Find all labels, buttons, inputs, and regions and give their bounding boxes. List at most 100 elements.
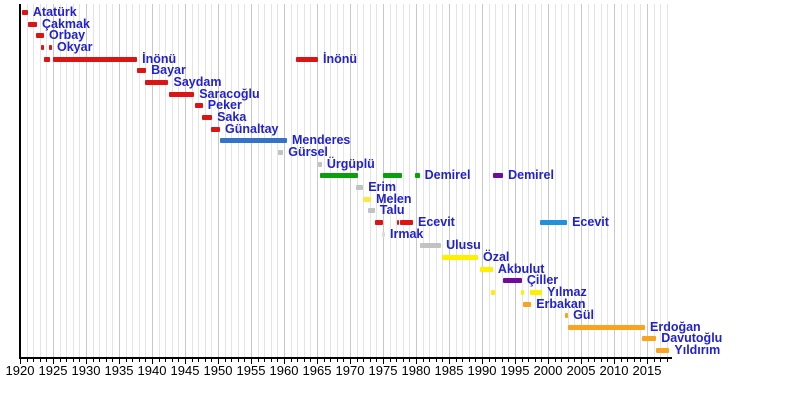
- axis-year-label: 1935: [104, 363, 134, 378]
- gridline-minor: [403, 4, 404, 357]
- minor-tick: [541, 359, 542, 362]
- gridline-minor: [178, 4, 179, 357]
- gridline-major: [284, 4, 285, 357]
- minor-tick: [409, 359, 410, 362]
- bar-label: Özal: [483, 250, 510, 264]
- gridline-major: [416, 4, 417, 357]
- gridline-minor: [264, 4, 265, 357]
- timeline-bar: [540, 220, 568, 225]
- timeline-bar: [355, 185, 364, 190]
- gridline-minor: [522, 4, 523, 357]
- major-tick: [581, 359, 582, 364]
- gridline-minor: [396, 4, 397, 357]
- gridline-minor: [667, 4, 668, 357]
- gridline-minor: [159, 4, 160, 357]
- minor-tick: [93, 359, 94, 362]
- axis-year-label: 1960: [269, 363, 299, 378]
- gridline-minor: [205, 4, 206, 357]
- gridline-minor: [198, 4, 199, 357]
- gridline-minor: [561, 4, 562, 357]
- minor-tick: [667, 359, 668, 362]
- gridline-major: [251, 4, 252, 357]
- bar-label: Erbakan: [536, 297, 586, 311]
- gridline-minor: [238, 4, 239, 357]
- timeline-bar: [296, 57, 318, 62]
- gridline-minor: [508, 4, 509, 357]
- gridline-minor: [93, 4, 94, 357]
- minor-tick: [106, 359, 107, 362]
- timeline-bar: [420, 243, 442, 248]
- gridline-minor: [225, 4, 226, 357]
- gridline-minor: [376, 4, 377, 357]
- gridline-major: [581, 4, 582, 357]
- minor-tick: [297, 359, 298, 362]
- minor-tick: [99, 359, 100, 362]
- timeline-bar: [220, 138, 287, 143]
- axis-year-label: 1930: [71, 363, 101, 378]
- bar-label: Saracoğlu: [199, 87, 260, 101]
- minor-tick: [238, 359, 239, 362]
- minor-tick: [588, 359, 589, 362]
- major-tick: [218, 359, 219, 364]
- gridline-minor: [469, 4, 470, 357]
- gridline-minor: [462, 4, 463, 357]
- minor-tick: [324, 359, 325, 362]
- bar-label: Demirel: [424, 168, 471, 182]
- bar-label: Bayar: [151, 63, 186, 77]
- timeline-bar: [53, 57, 138, 62]
- major-tick: [284, 359, 285, 364]
- gridline-minor: [528, 4, 529, 357]
- gridline-minor: [660, 4, 661, 357]
- gridline-minor: [304, 4, 305, 357]
- minor-tick: [594, 359, 595, 362]
- bar-label: Yılmaz: [547, 285, 587, 299]
- gridline-major: [185, 4, 186, 357]
- gridline-major: [482, 4, 483, 357]
- minor-tick: [60, 359, 61, 362]
- gridline-minor: [475, 4, 476, 357]
- major-tick: [515, 359, 516, 364]
- gridline-minor: [574, 4, 575, 357]
- minor-tick: [436, 359, 437, 362]
- timeline-bar: [44, 57, 50, 62]
- gridline-minor: [132, 4, 133, 357]
- minor-tick: [244, 359, 245, 362]
- axis-year-label: 1955: [236, 363, 266, 378]
- minor-tick: [634, 359, 635, 362]
- gridline-minor: [594, 4, 595, 357]
- gridline-minor: [330, 4, 331, 357]
- timeline-bar: [480, 267, 493, 272]
- minor-tick: [211, 359, 212, 362]
- minor-tick: [145, 359, 146, 362]
- minor-tick: [310, 359, 311, 362]
- minor-tick: [66, 359, 67, 362]
- gridline-minor: [409, 4, 410, 357]
- minor-tick: [390, 359, 391, 362]
- gridline-minor: [231, 4, 232, 357]
- timeline-bar: [656, 348, 670, 353]
- bar-label: Gürsel: [288, 145, 328, 159]
- gridline-major: [152, 4, 153, 357]
- timeline-bar: [202, 115, 213, 120]
- minor-tick: [555, 359, 556, 362]
- timeline-bar: [22, 10, 28, 15]
- bar-label: Atatürk: [32, 5, 77, 19]
- gridline-minor: [258, 4, 259, 357]
- gridline-major: [449, 4, 450, 357]
- minor-tick: [568, 359, 569, 362]
- minor-tick: [462, 359, 463, 362]
- minor-tick: [304, 359, 305, 362]
- minor-tick: [165, 359, 166, 362]
- axis-year-label: 2000: [533, 363, 563, 378]
- timeline-bar: [375, 220, 383, 225]
- timeline-bar: [145, 80, 169, 85]
- gridline-minor: [106, 4, 107, 357]
- axis-year-label: 1995: [500, 363, 530, 378]
- bar-label: Saka: [217, 110, 247, 124]
- timeline-bar: [565, 313, 569, 318]
- gridline-minor: [621, 4, 622, 357]
- minor-tick: [205, 359, 206, 362]
- major-tick: [548, 359, 549, 364]
- minor-tick: [33, 359, 34, 362]
- minor-tick: [654, 359, 655, 362]
